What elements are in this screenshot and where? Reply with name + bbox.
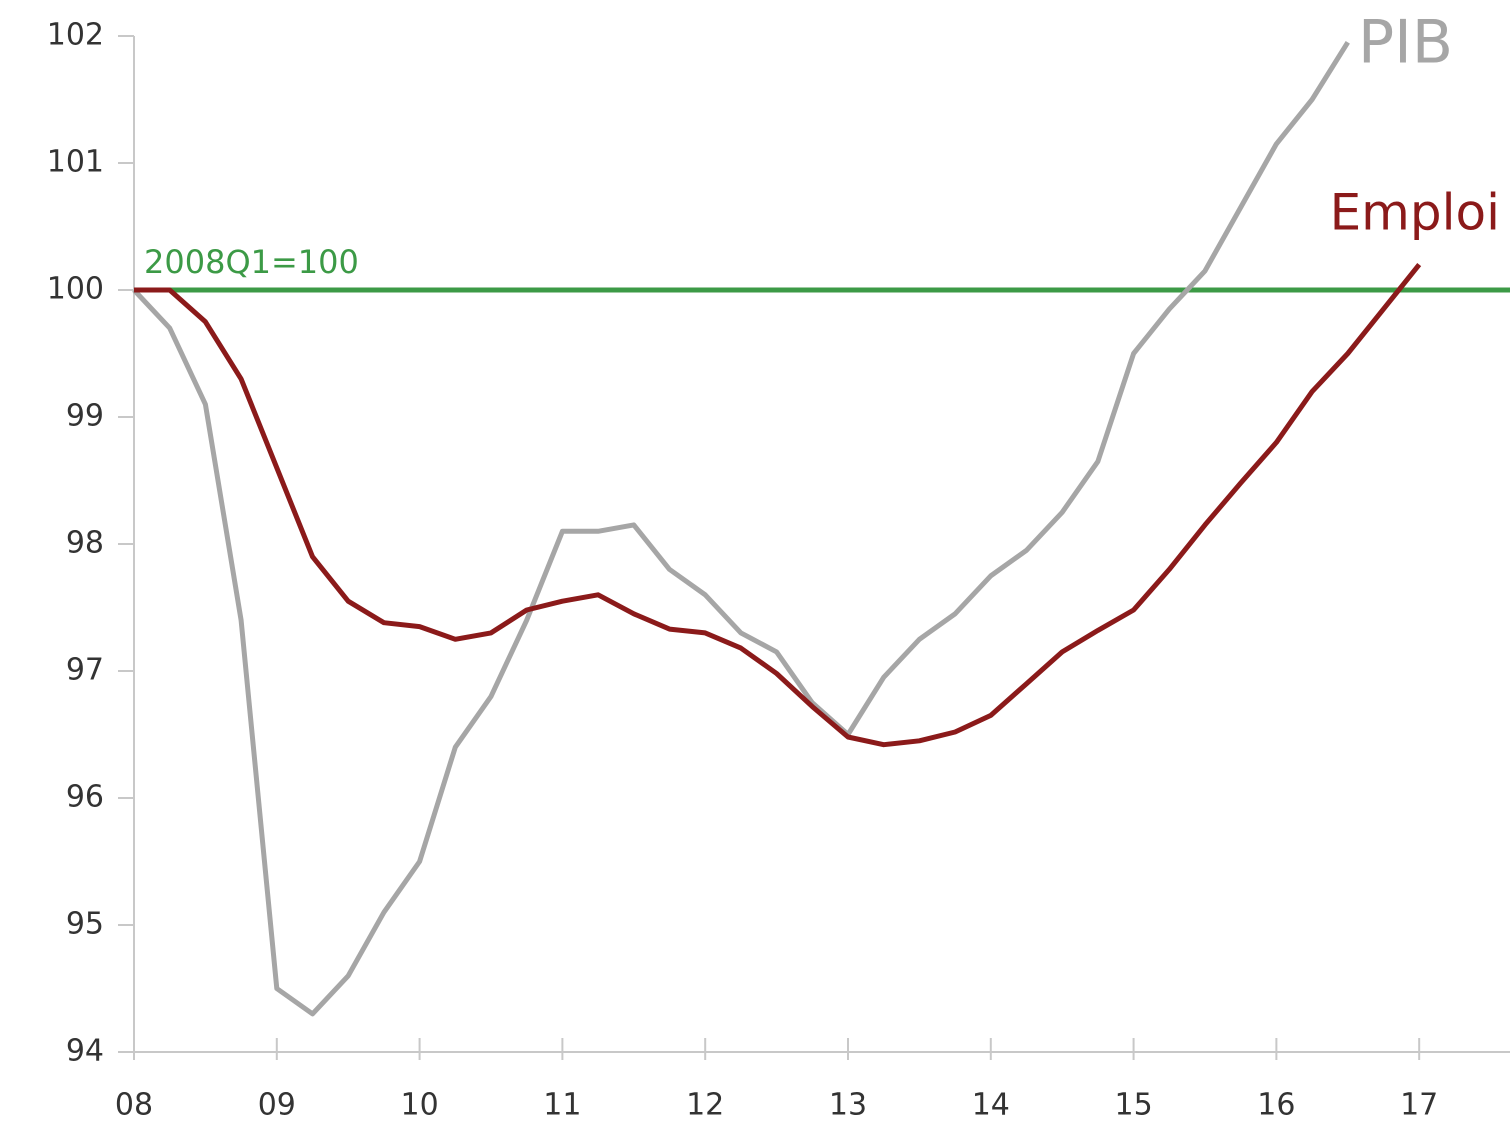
y-tick-label: 101 [47, 145, 104, 180]
y-tick-label: 95 [66, 907, 104, 942]
series-line [134, 263, 1422, 748]
y-tick-label: 97 [66, 653, 104, 688]
y-tick-label: 94 [66, 1034, 104, 1069]
series-line [132, 40, 1350, 1017]
y-tick-label: 102 [47, 18, 104, 53]
x-tick-label: 09 [258, 1088, 296, 1123]
y-tick-label: 98 [66, 526, 104, 561]
x-tick-label: 16 [1257, 1088, 1295, 1123]
x-tick-label: 14 [972, 1088, 1010, 1123]
x-tick-label: 17 [1400, 1088, 1438, 1123]
x-tick-label: 15 [1114, 1088, 1152, 1123]
x-tick-label: 13 [829, 1088, 867, 1123]
x-tick-label: 11 [543, 1088, 581, 1123]
reference-label: 2008Q1=100 [144, 243, 359, 281]
y-tick-label: 96 [66, 780, 104, 815]
x-tick-label: 08 [115, 1088, 153, 1123]
y-tick-label: 99 [66, 399, 104, 434]
x-tick-label: 10 [401, 1088, 439, 1123]
series-label: Emploi [1330, 184, 1500, 242]
series-label: PIB [1358, 8, 1453, 78]
y-tick-label: 100 [47, 272, 104, 307]
x-tick-label: 12 [686, 1088, 724, 1123]
